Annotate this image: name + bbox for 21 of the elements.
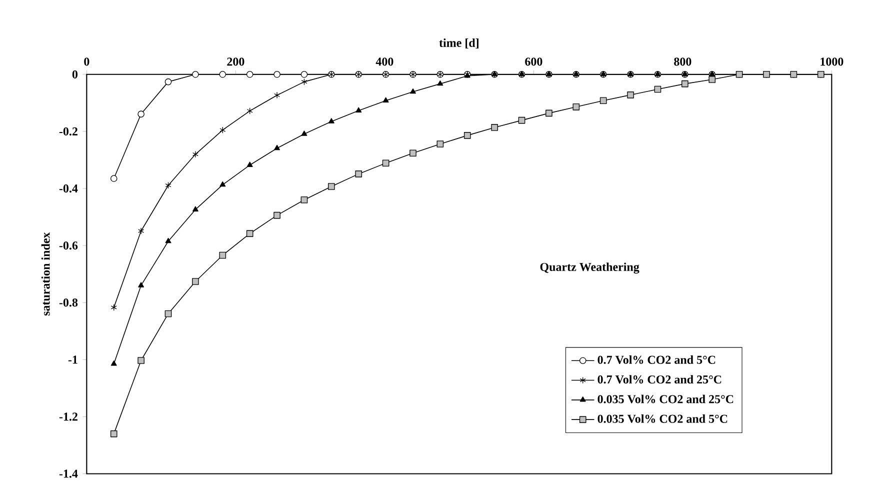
x-tick-label: 600 [525,58,542,66]
y-tick-label: -0.8 [59,298,78,307]
legend-label: 0.035 Vol% CO2 and 25°C [598,394,734,404]
x-tick-label: 0 [84,58,90,66]
x-tick-label: 400 [376,58,394,66]
y-tick-label: -0.6 [59,241,78,250]
y-tick-label: -1.2 [59,412,78,421]
y-tick-label: 0 [72,70,78,78]
y-tick-label: -0.2 [59,127,78,136]
annotation: Quartz Weathering [540,262,640,274]
x-axis-title: time [d] [439,38,478,48]
y-tick-label: -1 [68,356,78,364]
y-axis-title: saturation index [41,232,50,316]
x-tick-label: 800 [674,58,692,66]
legend-label: 0.7 Vol% CO2 and 5°C [598,355,716,364]
x-tick-label: 200 [227,58,244,66]
y-tick-label: -0.4 [59,184,78,193]
legend-label: 0.035 Vol% CO2 and 5°C [598,414,728,423]
legend-label: 0.7 Vol% CO2 and 25°C [598,375,722,384]
x-tick-label: 1000 [820,58,844,66]
y-tick-label: -1.4 [59,470,78,478]
